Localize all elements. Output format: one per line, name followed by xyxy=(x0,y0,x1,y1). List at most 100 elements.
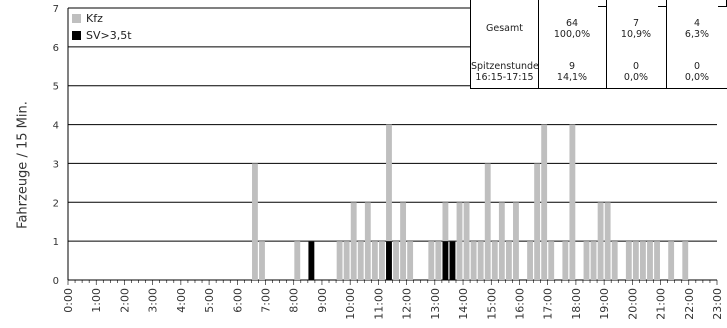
bar-sv xyxy=(449,241,456,280)
bar-kfz xyxy=(625,241,632,280)
bar-kfz xyxy=(590,241,597,280)
summary-divider xyxy=(538,0,539,88)
summary-bracket xyxy=(598,0,607,7)
x-tick-label: 17:00 xyxy=(542,288,555,320)
x-tick-label: 8:00 xyxy=(288,288,301,313)
bar-kfz xyxy=(562,241,569,280)
bar-kfz xyxy=(378,241,385,280)
x-tick-label: 1:00 xyxy=(90,288,103,313)
bar-kfz xyxy=(364,202,371,280)
bar-kfz xyxy=(647,241,653,280)
x-tick-label: 0:00 xyxy=(62,288,75,313)
bar-kfz xyxy=(604,202,611,280)
y-tick-label: 2 xyxy=(53,198,59,209)
summary-share: 0,0% xyxy=(623,72,649,83)
x-tick-label: 22:00 xyxy=(683,288,696,320)
bar-kfz xyxy=(456,202,463,280)
summary-count: 9 xyxy=(568,61,576,72)
bar-kfz xyxy=(611,241,618,280)
y-axis-label: Fahrzeuge / 15 Min. xyxy=(15,101,31,229)
x-tick-label: 16:00 xyxy=(513,288,526,320)
bar-kfz xyxy=(597,202,604,280)
bar-sv xyxy=(442,241,449,280)
bar-kfz xyxy=(654,241,660,280)
x-tick-label: 6:00 xyxy=(231,288,244,313)
bar-kfz xyxy=(407,241,414,280)
y-tick-label: 3 xyxy=(53,159,59,170)
legend: Kfz SV>3,5t xyxy=(72,10,132,44)
bar-kfz xyxy=(350,202,357,280)
x-tick-label: 15:00 xyxy=(485,288,498,320)
summary-count: 64 xyxy=(565,18,579,29)
bar-kfz xyxy=(336,241,343,280)
summary-count: 0 xyxy=(693,61,701,72)
x-tick-label: 10:00 xyxy=(344,288,357,320)
y-tick-label: 4 xyxy=(53,121,59,132)
bar-kfz xyxy=(632,241,639,280)
bar-kfz xyxy=(371,241,378,280)
summary-bracket xyxy=(718,0,727,7)
bar-kfz xyxy=(435,241,442,280)
bar-kfz xyxy=(569,124,576,280)
x-tick-label: 7:00 xyxy=(260,288,273,313)
bar-kfz xyxy=(477,241,484,280)
bar-kfz xyxy=(428,241,435,280)
bar-kfz xyxy=(640,241,646,280)
summary-row-label: Gesamt xyxy=(486,23,523,34)
bar-kfz xyxy=(548,241,555,280)
bar-kfz xyxy=(583,241,590,280)
x-tick-label: 9:00 xyxy=(316,288,329,313)
bar-kfz xyxy=(668,241,675,280)
x-tick-label: 5:00 xyxy=(203,288,216,313)
legend-label-kfz: Kfz xyxy=(86,12,103,25)
bar-kfz xyxy=(513,202,519,280)
x-tick-label: 19:00 xyxy=(598,288,611,320)
summary-count: 4 xyxy=(693,18,701,29)
bar-kfz xyxy=(527,241,533,280)
bar-kfz xyxy=(498,202,505,280)
x-tick-label: 12:00 xyxy=(401,288,414,320)
summary-share: 10,9% xyxy=(620,29,652,40)
bar-kfz xyxy=(682,241,689,280)
bar-kfz xyxy=(470,241,477,280)
x-tick-label: 18:00 xyxy=(570,288,583,320)
summary-table: Gesamt 64 100,0% 7 10,9% 4 6,3% Spitzens… xyxy=(470,0,727,89)
bar-kfz xyxy=(393,241,399,280)
bar-kfz xyxy=(252,163,258,280)
summary-share: 100,0% xyxy=(553,29,591,40)
y-tick-label: 5 xyxy=(53,82,59,93)
legend-label-sv: SV>3,5t xyxy=(86,29,132,42)
bar-kfz xyxy=(491,241,498,280)
y-tick-label: 1 xyxy=(53,237,59,248)
bar-kfz xyxy=(343,241,350,280)
legend-swatch-sv xyxy=(72,31,81,40)
bar-kfz xyxy=(259,241,265,280)
bar-kfz xyxy=(400,202,407,280)
bar-kfz xyxy=(386,124,392,280)
legend-item-kfz: Kfz xyxy=(72,10,132,27)
legend-item-sv: SV>3,5t xyxy=(72,27,132,44)
summary-bracket xyxy=(658,0,667,7)
bar-kfz xyxy=(294,241,301,280)
summary-divider xyxy=(666,0,667,88)
x-tick-label: 4:00 xyxy=(175,288,188,313)
bar-kfz xyxy=(541,124,548,280)
legend-swatch-kfz xyxy=(72,14,81,23)
x-tick-label: 20:00 xyxy=(626,288,639,320)
bar-kfz xyxy=(357,241,364,280)
bar-kfz xyxy=(463,202,470,280)
summary-share: 6,3% xyxy=(684,29,710,40)
bar-kfz xyxy=(534,163,541,280)
summary-count: 7 xyxy=(632,18,640,29)
y-tick-label: 0 xyxy=(53,276,59,287)
bar-sv xyxy=(386,241,392,280)
x-tick-label: 11:00 xyxy=(372,288,385,320)
summary-share: 0,0% xyxy=(684,72,710,83)
bar-kfz xyxy=(484,163,491,280)
y-tick-label: 6 xyxy=(53,43,59,54)
x-tick-label: 2:00 xyxy=(118,288,131,313)
summary-row-label: Spitzenstunde 16:15-17:15 xyxy=(471,61,539,83)
x-tick-label: 23:00 xyxy=(711,288,724,320)
